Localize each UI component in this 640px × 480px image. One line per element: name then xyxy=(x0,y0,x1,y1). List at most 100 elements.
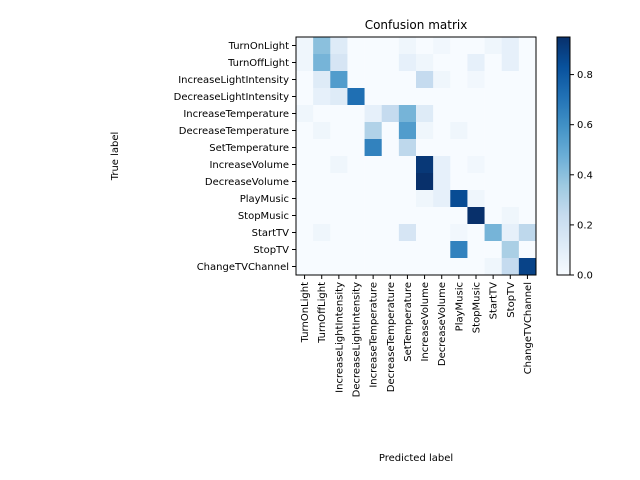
heatmap-cell xyxy=(313,207,331,225)
heatmap-cell xyxy=(518,207,537,225)
colorbar xyxy=(557,37,570,275)
x-tick-label: ChangeTVChannel xyxy=(523,282,534,374)
heatmap-cell xyxy=(433,190,451,208)
x-tick-label: SetTemperature xyxy=(403,282,414,362)
heatmap-cell xyxy=(450,190,468,208)
heatmap-cell xyxy=(450,71,468,89)
heatmap-cell xyxy=(364,258,383,276)
heatmap-cell xyxy=(467,71,485,89)
heatmap-cell xyxy=(501,105,520,123)
y-tick-label: TurnOffLight xyxy=(227,58,289,69)
heatmap-cell xyxy=(347,54,365,72)
heatmap-cell xyxy=(416,37,434,55)
heatmap-cell xyxy=(330,37,348,55)
heatmap-cell xyxy=(433,224,451,242)
heatmap-cell xyxy=(398,224,417,242)
heatmap-cell xyxy=(501,139,520,157)
x-tick-label: PlayMusic xyxy=(454,282,465,331)
colorbar-tick-label: 0.0 xyxy=(577,271,593,282)
heatmap-cell xyxy=(296,54,314,72)
heatmap-cell xyxy=(501,37,520,55)
heatmap-cell xyxy=(296,122,314,140)
heatmap-cell xyxy=(313,37,331,55)
heatmap-cell xyxy=(347,224,365,242)
heatmap-cell xyxy=(398,88,417,106)
heatmap-cell xyxy=(501,122,520,140)
heatmap-cell xyxy=(330,224,348,242)
colorbar-tick-label: 0.8 xyxy=(577,70,593,81)
heatmap-cell xyxy=(313,139,331,157)
heatmap-cell xyxy=(347,105,365,123)
heatmap-cell xyxy=(467,173,485,191)
heatmap-cell xyxy=(330,54,348,72)
heatmap-cell xyxy=(467,54,485,72)
heatmap-cell xyxy=(518,224,537,242)
heatmap-cell xyxy=(296,139,314,157)
heatmap-cell xyxy=(381,37,400,55)
heatmap-cell xyxy=(484,139,503,157)
heatmap-cell xyxy=(296,88,314,106)
heatmap-cell xyxy=(484,71,503,89)
y-tick-label: ChangeTVChannel xyxy=(197,262,289,273)
heatmap-cell xyxy=(501,54,520,72)
y-tick-label: DecreaseTemperature xyxy=(179,126,289,137)
heatmap-cell xyxy=(398,71,417,89)
heatmap-cell xyxy=(398,241,417,259)
heatmap-cell xyxy=(330,71,348,89)
heatmap-cell xyxy=(518,71,537,89)
heatmap-cell xyxy=(347,241,365,259)
heatmap-cell xyxy=(433,207,451,225)
heatmap-cell xyxy=(416,71,434,89)
heatmap-cell xyxy=(518,156,537,174)
heatmap-cell xyxy=(433,156,451,174)
colorbar-tick-label: 0.4 xyxy=(577,170,593,181)
heatmap-cell xyxy=(484,173,503,191)
heatmap-cell xyxy=(330,207,348,225)
x-tick-label: StopMusic xyxy=(472,282,483,333)
heatmap-cell xyxy=(296,37,314,55)
heatmap-cell xyxy=(381,54,400,72)
heatmap-cell xyxy=(398,122,417,140)
heatmap-cell xyxy=(416,122,434,140)
x-tick-label: TurnOffLight xyxy=(317,282,328,344)
heatmap-cell xyxy=(398,139,417,157)
heatmap-cell xyxy=(450,37,468,55)
heatmap-cell xyxy=(364,122,383,140)
heatmap-cell xyxy=(364,88,383,106)
heatmap-cell xyxy=(313,190,331,208)
heatmap-cell xyxy=(484,105,503,123)
heatmap-cell xyxy=(416,173,434,191)
heatmap-cell xyxy=(450,241,468,259)
heatmap-cell xyxy=(484,37,503,55)
heatmap-cell xyxy=(416,224,434,242)
heatmap-cell xyxy=(330,88,348,106)
heatmap-cell xyxy=(450,173,468,191)
heatmap-cell xyxy=(313,54,331,72)
y-tick-label: StopTV xyxy=(253,245,289,256)
heatmap-cell xyxy=(467,241,485,259)
heatmap-cell xyxy=(296,241,314,259)
heatmap-cell xyxy=(330,139,348,157)
x-tick-label: IncreaseLightIntensity xyxy=(334,282,345,393)
heatmap-cell xyxy=(313,258,331,276)
heatmap-cell xyxy=(381,122,400,140)
heatmap-cell xyxy=(433,54,451,72)
heatmap-cell xyxy=(484,241,503,259)
heatmap-cell xyxy=(467,190,485,208)
y-tick-label: StopMusic xyxy=(238,211,289,222)
heatmap-cell xyxy=(381,224,400,242)
heatmap-cell xyxy=(433,105,451,123)
heatmap-cell xyxy=(398,37,417,55)
heatmap-cell xyxy=(364,173,383,191)
heatmap-cell xyxy=(313,88,331,106)
colorbar-tick-label: 0.6 xyxy=(577,120,593,131)
heatmap-cell xyxy=(416,190,434,208)
heatmap-cell xyxy=(364,207,383,225)
heatmap-cell xyxy=(433,122,451,140)
heatmap-cell xyxy=(347,88,365,106)
x-tick-label: StopTV xyxy=(506,282,517,318)
heatmap-cell xyxy=(364,37,383,55)
heatmap-cell xyxy=(433,241,451,259)
heatmap-cell xyxy=(416,207,434,225)
